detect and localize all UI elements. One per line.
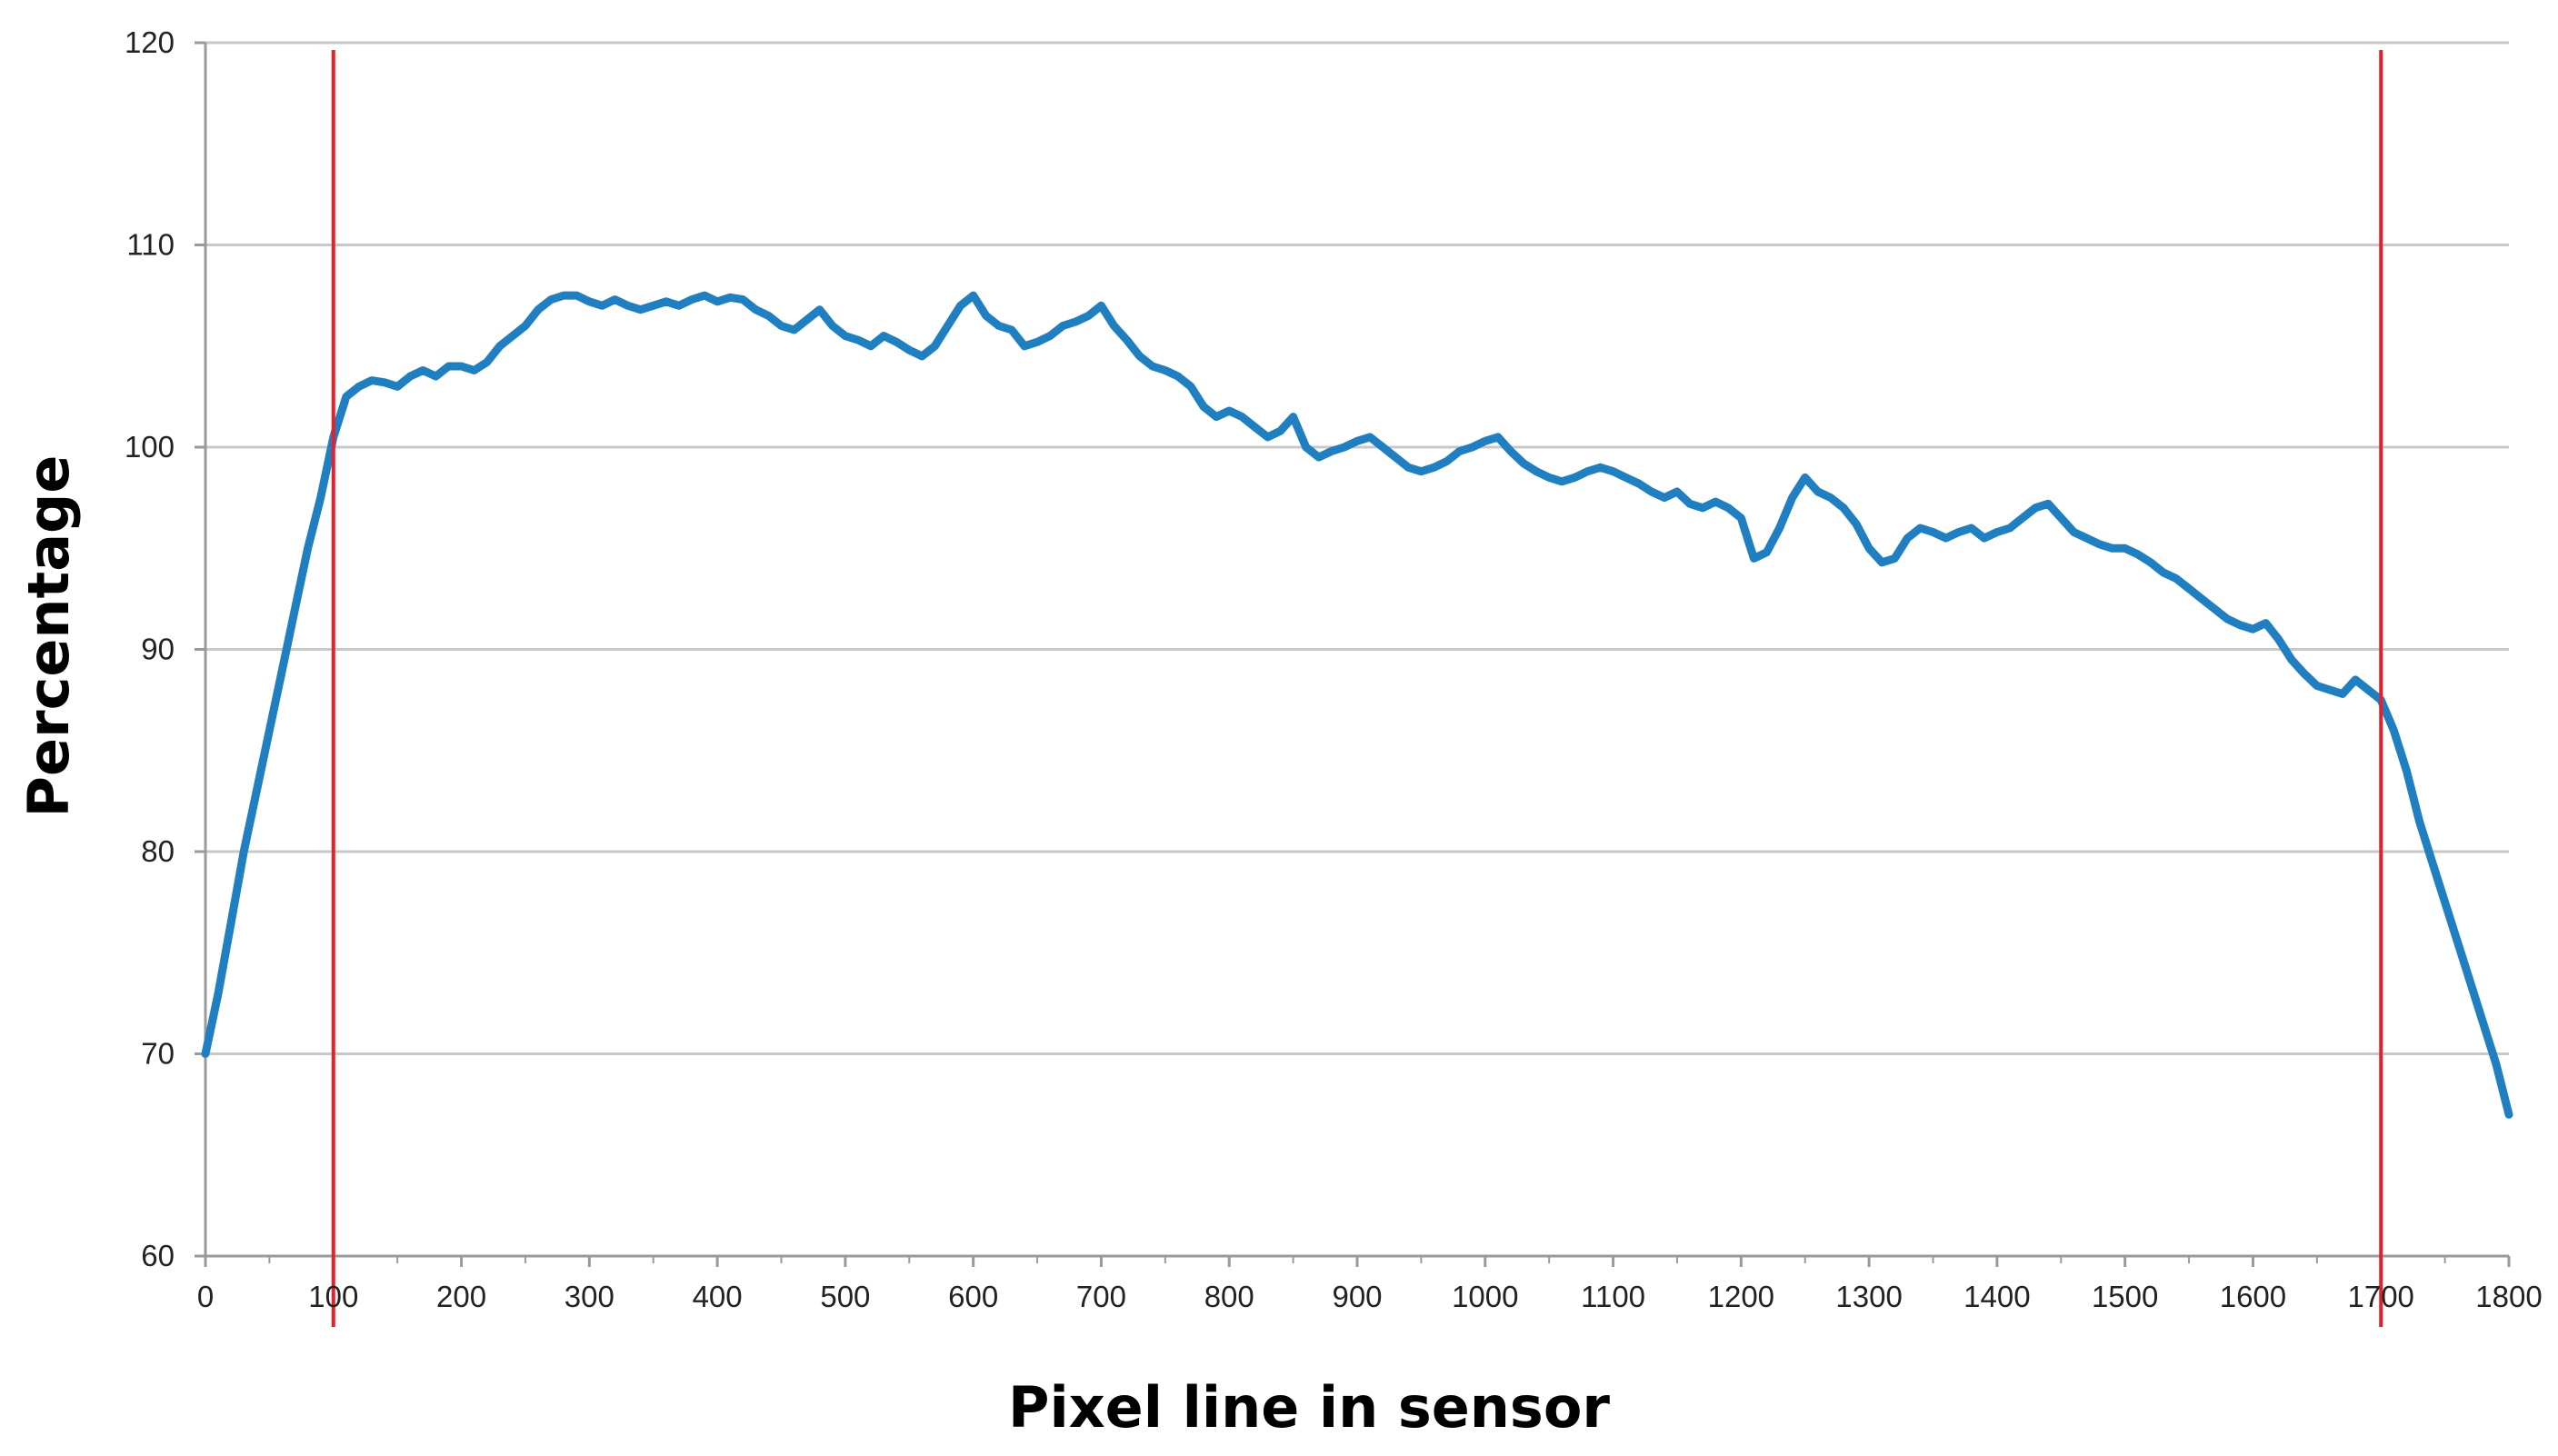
x-axis-title: Pixel line in sensor — [1008, 1374, 1610, 1441]
reference-lines — [331, 50, 2383, 1327]
x-tick-label: 400 — [693, 1280, 743, 1313]
y-axis-title: Percentage — [15, 455, 82, 818]
y-tick-label: 80 — [141, 834, 175, 868]
x-tick-label: 800 — [1204, 1280, 1254, 1313]
x-tick-label: 300 — [565, 1280, 615, 1313]
x-tick-label: 100 — [308, 1280, 358, 1313]
x-tick-label: 500 — [820, 1280, 870, 1313]
x-tick-label: 1400 — [1963, 1280, 2030, 1313]
y-tick-label: 120 — [125, 25, 175, 59]
gridlines — [205, 41, 2509, 1055]
x-tick-label: 1600 — [2220, 1280, 2286, 1313]
x-tick-label: 900 — [1332, 1280, 1382, 1313]
y-tick-label: 90 — [141, 633, 175, 666]
x-tick-label: 1200 — [1708, 1280, 1774, 1313]
x-tick-label: 700 — [1076, 1280, 1126, 1313]
x-tick-label: 200 — [436, 1280, 486, 1313]
x-tick-label: 0 — [197, 1280, 214, 1313]
y-tick-label: 60 — [141, 1239, 175, 1272]
axes — [195, 41, 2511, 1267]
x-tick-label: 1800 — [2475, 1280, 2542, 1313]
series — [201, 291, 2513, 1119]
series-line — [201, 291, 2513, 1119]
x-tick-label: 1700 — [2348, 1280, 2414, 1313]
y-tick-label: 110 — [126, 228, 175, 262]
x-tick-label: 600 — [948, 1280, 998, 1313]
y-tick-label: 100 — [125, 430, 175, 464]
x-tick-label: 1500 — [2092, 1280, 2158, 1313]
x-tick-label: 1100 — [1581, 1280, 1645, 1313]
y-tick-label: 70 — [141, 1037, 175, 1071]
x-tick-label: 1000 — [1452, 1280, 1518, 1313]
x-tick-label: 1300 — [1835, 1280, 1902, 1313]
